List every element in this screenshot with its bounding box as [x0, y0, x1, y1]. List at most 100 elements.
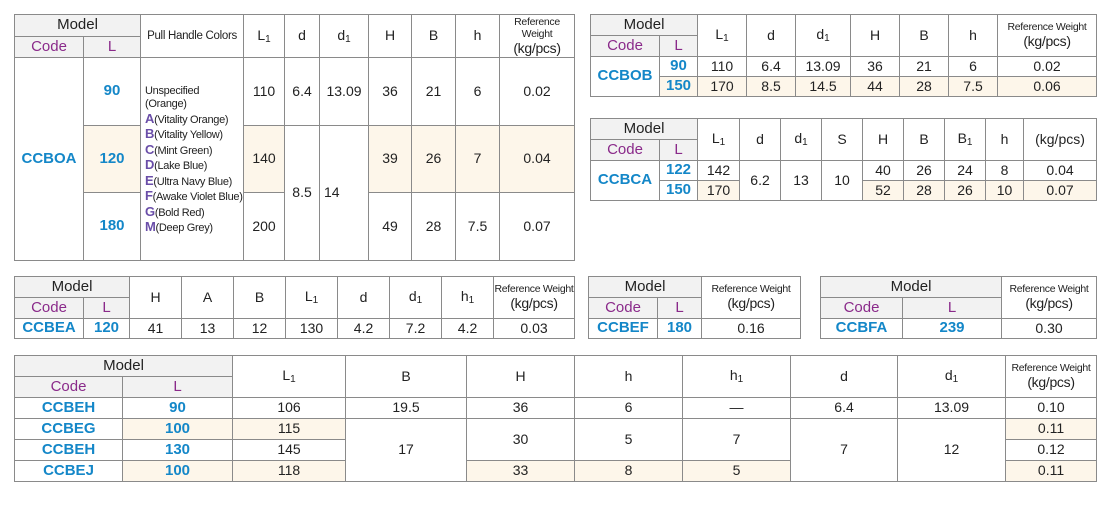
col-L1: L1: [285, 276, 339, 319]
code-header: Code: [14, 297, 84, 319]
model-header: Model: [13, 355, 234, 377]
col-L1: L1: [243, 14, 286, 58]
cell-d1: 13: [780, 160, 823, 201]
cell-h: 7: [455, 125, 501, 193]
cell-weight: 0.16: [701, 318, 802, 339]
cell-weight: 0.10: [1005, 397, 1098, 419]
cell-weight: 0.07: [499, 192, 576, 261]
col-B: B: [903, 118, 946, 161]
cell-d: 6.4: [746, 56, 797, 77]
color-option: D(Lake Blue): [145, 157, 208, 172]
cell-H: 49: [368, 192, 413, 261]
col-B1: B1: [944, 118, 987, 161]
col-h: h: [985, 118, 1025, 161]
col-L1: L1: [697, 14, 748, 57]
col-H: H: [850, 14, 901, 57]
cell-h1: 7: [682, 418, 792, 461]
ccbca-table: Model L1 d d1 S H B B1 h (kg/pcs) Code L…: [589, 118, 1098, 201]
cell-L1: 106: [232, 397, 347, 419]
model-header: Model: [819, 276, 1003, 298]
model-code: CCBEJ: [14, 460, 123, 482]
model-code: CCBOB: [590, 56, 660, 97]
code-header: Code: [14, 376, 123, 398]
cell-weight: 0.06: [997, 76, 1098, 97]
cell-d: 4.2: [337, 318, 391, 339]
cell-H: 36: [466, 397, 576, 419]
cell-h: 10: [985, 180, 1025, 201]
cell-weight: 0.04: [499, 125, 576, 193]
length-value: 100: [121, 418, 234, 440]
ref-weight-header: Reference Weight (kg/pcs): [701, 276, 802, 319]
model-code: CCBFA: [820, 318, 903, 339]
L-header: L: [658, 35, 699, 57]
code-header: Code: [590, 35, 660, 57]
cell-L1: 118: [232, 460, 347, 482]
cell-weight: 0.11: [1005, 460, 1098, 482]
cell-H: 39: [368, 125, 413, 193]
col-h: h: [948, 14, 999, 57]
color-option: Unspecified (Orange): [145, 84, 200, 111]
length-value: 120: [82, 318, 131, 339]
cell-H: 30: [466, 418, 576, 461]
cell-h: 8: [985, 160, 1025, 181]
cell-B: 28: [899, 76, 950, 97]
color-option: F(Awake Violet Blue): [145, 188, 243, 203]
unit-header: (kg/pcs): [1023, 118, 1098, 161]
cell-L1: 115: [232, 418, 347, 440]
length-value: 180: [82, 192, 142, 261]
code-header: Code: [588, 297, 658, 319]
cell-B: 28: [411, 192, 457, 261]
col-d: d: [790, 355, 899, 398]
col-B: B: [411, 14, 457, 58]
model-code: CCBEF: [588, 318, 658, 339]
cell-weight: 0.04: [1023, 160, 1098, 181]
ccbob-table: Model L1 d d1 H B h Reference Weight (kg/…: [589, 14, 1098, 97]
cell-d1: 7.2: [389, 318, 443, 339]
ccbfa-table: Model Reference Weight (kg/pcs) Code L CC…: [819, 276, 1098, 339]
col-H: H: [862, 118, 905, 161]
cell-h1: 4.2: [441, 318, 495, 339]
cell-d: 6.2: [739, 160, 782, 201]
col-d1: d1: [897, 355, 1007, 398]
cell-d: 8.5: [746, 76, 797, 97]
col-d1: d1: [780, 118, 823, 161]
color-option: A(Vitality Orange): [145, 110, 229, 126]
length-value: 150: [658, 180, 699, 201]
col-d: d: [284, 14, 321, 58]
cell-B: 28: [903, 180, 946, 201]
cell-L1: 200: [243, 192, 286, 261]
cell-h: 8: [574, 460, 684, 482]
model-code: CCBCA: [590, 160, 660, 201]
cell-B1: 26: [944, 180, 987, 201]
col-B: B: [899, 14, 950, 57]
ccbea-table: Model H A B L1 d d1 h1 Reference Weight(…: [13, 276, 576, 339]
col-h1: h1: [441, 276, 495, 319]
model-header: Model: [13, 276, 131, 298]
code-header: Code: [590, 139, 660, 161]
cell-d1: 12: [897, 418, 1007, 482]
color-option: E(Ultra Navy Blue): [145, 172, 233, 188]
cell-S: 10: [821, 160, 864, 201]
cell-d: 7: [790, 418, 899, 482]
col-d1: d1: [319, 14, 370, 58]
cell-L1: 170: [697, 180, 741, 201]
cell-B: 19.5: [345, 397, 468, 419]
L-header: L: [82, 36, 142, 58]
model-header: Model: [587, 276, 703, 298]
ref-weight-header: Reference Weight (kg/pcs): [1001, 276, 1098, 319]
cell-h: 6: [574, 397, 684, 419]
cell-B: 17: [345, 418, 468, 482]
col-d: d: [746, 14, 797, 57]
col-d1: d1: [389, 276, 443, 319]
model-header: Model: [13, 14, 142, 37]
col-L1: L1: [697, 118, 741, 161]
col-L1: L1: [232, 355, 347, 398]
cell-h: 6: [455, 57, 501, 126]
model-code: CCBOA: [14, 57, 84, 261]
color-options: Unspecified (Orange) A(Vitality Orange) …: [140, 57, 245, 261]
cell-A: 13: [181, 318, 235, 339]
col-h1: h1: [682, 355, 792, 398]
col-h: h: [455, 14, 501, 58]
pull-colors-header: Pull Handle Colors: [140, 14, 245, 58]
code-header: Code: [14, 36, 84, 58]
